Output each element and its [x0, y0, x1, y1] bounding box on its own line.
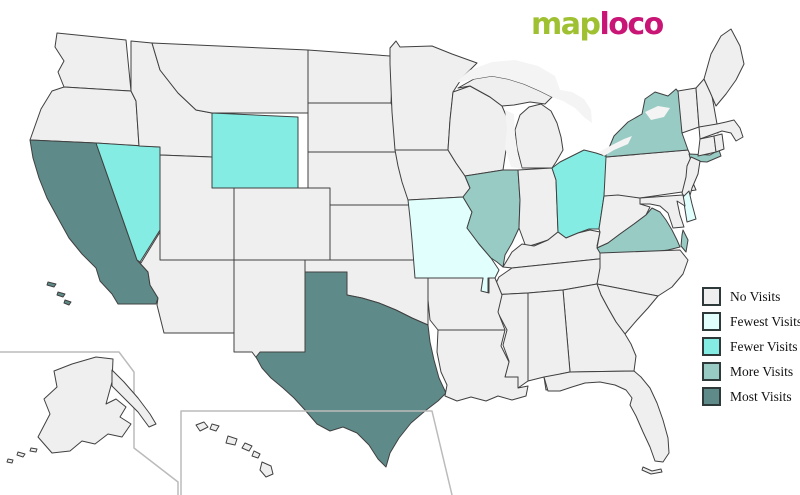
lake-michigan	[505, 110, 522, 169]
state-virginia-eastern-shore[interactable]	[680, 229, 689, 253]
state-north-carolina[interactable]	[596, 249, 689, 297]
state-vermont[interactable]	[677, 87, 700, 134]
state-michigan-lower-peninsula[interactable]	[514, 103, 564, 169]
state-massachusetts[interactable]	[698, 119, 744, 142]
maploco-logo[interactable]: maploco	[531, 7, 664, 42]
legend-swatch-fewest-visits	[702, 312, 721, 331]
state-connecticut[interactable]	[697, 135, 717, 157]
legend-label-most-visits: Most Visits	[730, 388, 792, 404]
state-rhode-island[interactable]	[713, 133, 725, 153]
state-texas[interactable]	[255, 271, 447, 468]
inset-states	[6, 356, 274, 478]
legend-label-fewest-visits: Fewest Visits	[730, 313, 800, 329]
state-delaware[interactable]	[682, 190, 697, 223]
lake-erie	[599, 136, 632, 156]
state-oregon[interactable]	[29, 86, 140, 147]
lake-huron	[552, 90, 592, 123]
legend-row-more-visits: More Visits	[702, 362, 800, 381]
lake-superior	[455, 60, 560, 97]
state-florida[interactable]	[543, 370, 670, 463]
alaska-inset-border	[0, 351, 179, 495]
state-maryland[interactable]	[639, 194, 686, 229]
state-florida-keys[interactable]	[641, 466, 663, 475]
state-north-dakota[interactable]	[307, 49, 394, 104]
legend-label-more-visits: More Visits	[730, 363, 794, 379]
contiguous-states	[29, 28, 745, 475]
state-new-mexico[interactable]	[233, 259, 306, 361]
legend-swatch-no-visits	[702, 287, 721, 306]
logo-part-map: map	[531, 7, 601, 42]
logo-part-loco: loco	[599, 7, 664, 42]
state-alaska-panhandle[interactable]	[111, 369, 157, 428]
legend-row-most-visits: Most Visits	[702, 387, 800, 406]
inset-borders	[0, 351, 453, 495]
legend-swatch-more-visits	[702, 362, 721, 381]
state-california-channel-islands[interactable]	[46, 281, 72, 306]
great-lakes	[455, 60, 670, 169]
legend-swatch-most-visits	[702, 387, 721, 406]
state-wyoming[interactable]	[211, 112, 299, 189]
state-hawaii-islands[interactable]	[195, 421, 274, 478]
state-arkansas[interactable]	[427, 277, 506, 331]
legend-label-no-visits: No Visits	[730, 288, 781, 304]
legend-label-fewer-visits: Fewer Visits	[730, 338, 798, 354]
visits-legend: No Visits Fewest Visits Fewer Visits Mor…	[702, 287, 800, 413]
state-indiana[interactable]	[517, 167, 559, 248]
legend-swatch-fewer-visits	[702, 337, 721, 356]
legend-row-no-visits: No Visits	[702, 287, 800, 306]
state-alaska-aleutians[interactable]	[6, 447, 38, 464]
state-michigan-upper-peninsula[interactable]	[457, 75, 553, 107]
hawaii-inset-border	[180, 410, 453, 495]
state-minnesota[interactable]	[389, 40, 478, 151]
state-south-dakota[interactable]	[307, 102, 398, 153]
state-alaska[interactable]	[37, 356, 132, 454]
state-washington[interactable]	[54, 32, 132, 92]
state-colorado[interactable]	[233, 187, 331, 261]
state-arizona[interactable]	[137, 231, 235, 334]
legend-row-fewer-visits: Fewer Visits	[702, 337, 800, 356]
lake-ontario	[645, 106, 670, 120]
state-maine[interactable]	[703, 28, 745, 107]
legend-row-fewest-visits: Fewest Visits	[702, 312, 800, 331]
state-louisiana[interactable]	[436, 329, 529, 402]
